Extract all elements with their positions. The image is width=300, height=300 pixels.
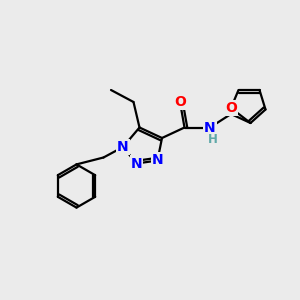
Text: N: N (131, 157, 142, 170)
Text: O: O (174, 95, 186, 109)
Text: N: N (204, 121, 216, 134)
Text: N: N (117, 140, 129, 154)
Text: O: O (225, 101, 237, 115)
Text: N: N (152, 154, 163, 167)
Text: H: H (208, 133, 218, 146)
